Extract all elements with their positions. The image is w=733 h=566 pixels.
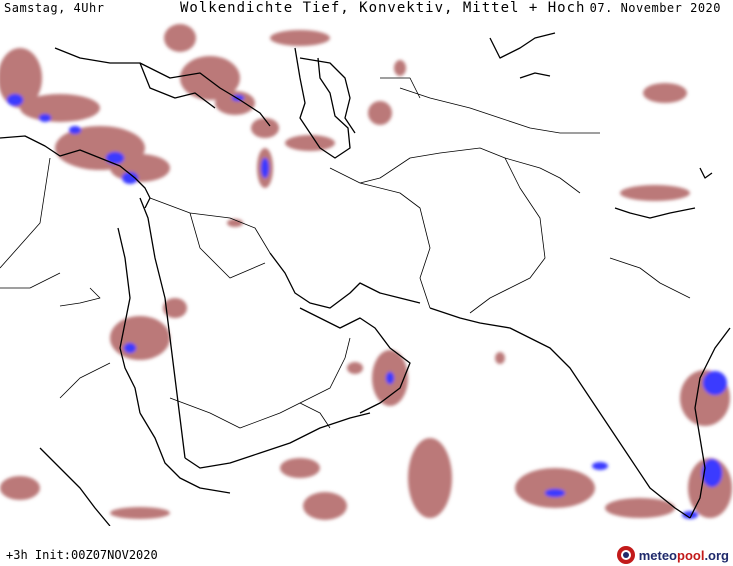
brand-text-pool: pool xyxy=(677,547,705,563)
map-title: Wolkendichte Tief, Konvektiv, Mittel + H… xyxy=(180,0,586,16)
map-footer: +3h Init:00Z07NOV2020 meteopool.org xyxy=(0,526,733,566)
forecast-day-time: Samstag, 4Uhr xyxy=(4,1,105,15)
meteopool-brand-link[interactable]: meteopool.org xyxy=(616,544,729,566)
brand-text-org: .org xyxy=(704,547,729,563)
brand-text-meteo: meteo xyxy=(638,547,677,563)
map-header: Samstag, 4Uhr Wolkendichte Tief, Konvekt… xyxy=(0,0,733,20)
cloud-layer xyxy=(0,24,732,520)
forecast-date: 07. November 2020 xyxy=(589,1,721,15)
init-time-label: +3h Init:00Z07NOV2020 xyxy=(6,548,158,562)
cloud-density-map xyxy=(0,18,733,526)
coastlines-borders xyxy=(0,32,731,526)
meteopool-logo-icon xyxy=(616,546,635,564)
brand-text: meteopool.org xyxy=(639,548,729,563)
